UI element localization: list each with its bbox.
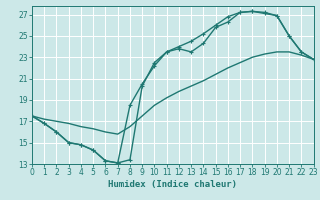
X-axis label: Humidex (Indice chaleur): Humidex (Indice chaleur) bbox=[108, 180, 237, 189]
